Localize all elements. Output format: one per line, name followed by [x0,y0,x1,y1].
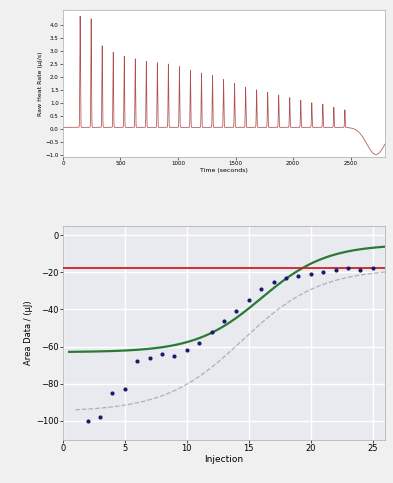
Point [147,354,153,362]
Point [283,274,289,282]
Point [196,339,202,347]
Point [97,413,103,421]
Point [258,285,264,293]
Point [369,265,376,272]
Point [295,272,301,280]
Point [233,307,240,315]
Point [184,346,190,354]
Y-axis label: Area Data / (μJ): Area Data / (μJ) [24,300,33,365]
X-axis label: Injection: Injection [204,455,244,465]
Point [357,267,364,274]
Point [134,357,140,365]
Point [171,352,178,360]
Point [109,389,116,397]
Point [246,296,252,304]
Point [308,270,314,278]
Point [208,328,215,336]
Point [332,267,339,274]
Point [159,350,165,358]
X-axis label: Time (seconds): Time (seconds) [200,168,248,172]
Point [221,317,227,325]
Y-axis label: Raw Heat Rate (μJ/s): Raw Heat Rate (μJ/s) [38,51,42,115]
Point [122,385,128,393]
Point [270,278,277,285]
Point [320,269,326,276]
Point [345,265,351,272]
Point [84,417,91,425]
